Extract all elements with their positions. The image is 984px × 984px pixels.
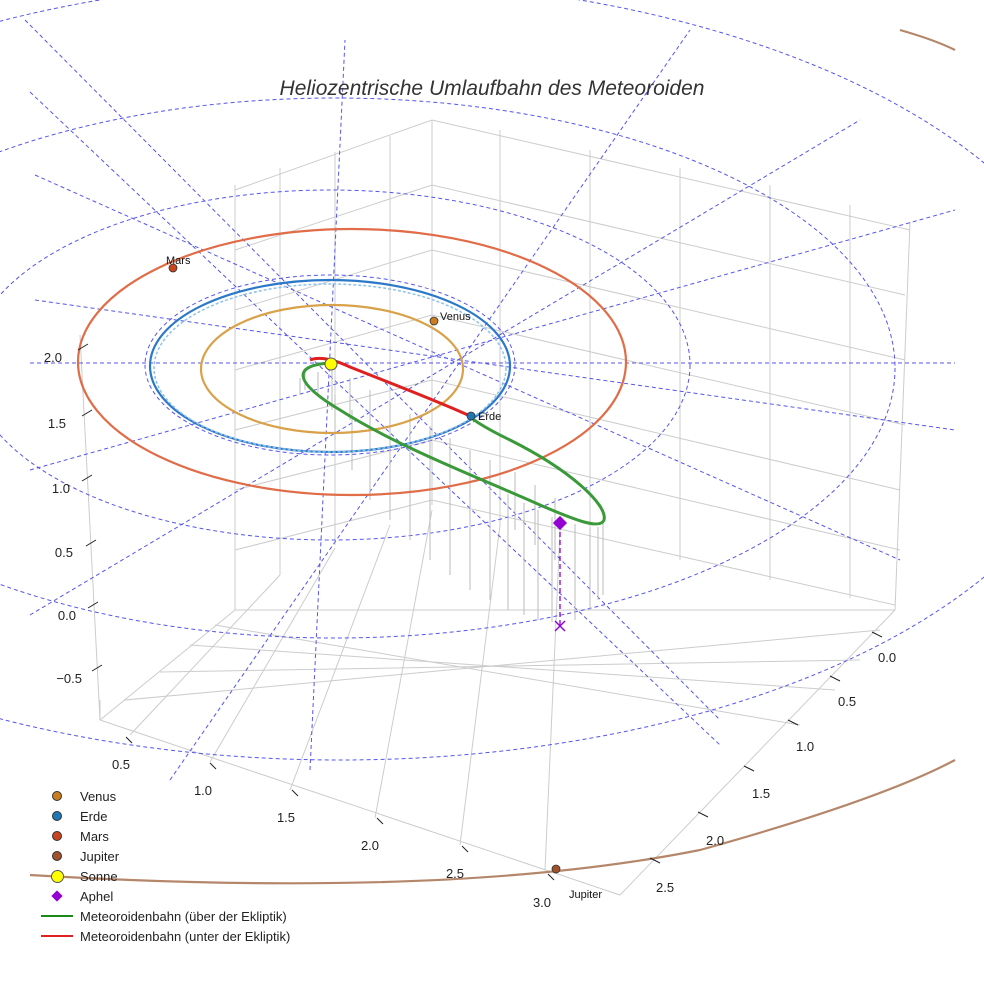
legend-symbol: [40, 926, 74, 946]
legend-item: Meteoroidenbahn (unter der Ekliptik): [40, 926, 290, 946]
y-tick-mark: [649, 857, 661, 864]
venus-orbit: [199, 303, 465, 435]
y-tick-mark: [829, 675, 841, 682]
aphel-marker: [552, 515, 568, 531]
meteoroid-orbit-above: [301, 361, 606, 526]
chart-title: Heliozentrische Umlaufbahn des Meteoroid…: [280, 77, 705, 100]
legend-diamond-icon: [51, 890, 63, 902]
legend-item: Mars: [40, 826, 290, 846]
mars-orbit: [76, 227, 628, 497]
legend-symbol: [40, 866, 74, 886]
meteoroid-orbit-below: [309, 356, 471, 418]
jupiter-orbit: [29, 759, 956, 885]
z-axis-ticks: 2.0 1.5 1.0 0.5 0.0 −0.5: [44, 343, 103, 686]
y-tick-mark: [871, 631, 883, 638]
legend-label: Erde: [80, 808, 108, 824]
legend-item: Sonne: [40, 866, 290, 886]
legend-label: Meteoroidenbahn (unter der Ekliptik): [80, 928, 291, 944]
legend-line-icon: [41, 935, 73, 937]
legend-label: Aphel: [80, 888, 114, 904]
legend-symbol: [40, 886, 74, 906]
x-tick-mark: [376, 817, 384, 825]
legend-symbol: [40, 806, 74, 826]
legend-dot-icon: [52, 791, 62, 801]
venus-label: Venus: [440, 311, 471, 323]
x-tick-label: 0.5: [112, 757, 130, 772]
legend-symbol: [40, 826, 74, 846]
z-tick-label: 1.5: [48, 416, 66, 431]
box-grid: [79, 119, 911, 896]
x-tick-label: 1.0: [194, 783, 212, 798]
y-tick-mark: [697, 811, 709, 818]
erde-label: Erde: [478, 411, 501, 423]
legend-item: Jupiter: [40, 846, 290, 866]
y-tick-label: 1.5: [752, 786, 770, 801]
x-tick-label: 2.5: [446, 866, 464, 881]
legend-item: Aphel: [40, 886, 290, 906]
legend-symbol: [40, 786, 74, 806]
erde-orbit-light: [153, 283, 507, 453]
legend-dot-icon: [52, 831, 62, 841]
y-tick-label: 2.0: [706, 833, 724, 848]
legend-line-icon: [41, 915, 73, 917]
legend-item: Venus: [40, 786, 290, 806]
z-tick-mark: [77, 343, 89, 351]
legend: Venus Erde Mars Jupiter Sonne Aphel Meteoroide…: [40, 786, 290, 946]
y-axis-ticks: 0.0 0.5 1.0 1.5 2.0 2.5: [649, 631, 896, 895]
legend-sun-icon: [50, 869, 64, 883]
legend-symbol: [40, 906, 74, 926]
z-tick-mark: [91, 664, 103, 672]
z-tick-mark: [85, 539, 97, 547]
ecliptic-reference-grid: [0, 0, 984, 781]
x-axis-ticks: 0.5 1.0 1.5 2.0 2.5 3.0: [112, 736, 555, 910]
mars-marker: [168, 263, 178, 273]
x-tick-mark: [461, 845, 469, 853]
erde-marker: [466, 411, 476, 421]
jupiter-orbit-top: [899, 28, 956, 51]
x-tick-mark: [209, 762, 217, 770]
legend-item: Meteoroidenbahn (über der Ekliptik): [40, 906, 290, 926]
z-tick-label: 0.5: [55, 545, 73, 560]
y-tick-mark: [743, 765, 755, 772]
z-tick-label: 1.0: [52, 481, 70, 496]
y-tick-label: 2.5: [656, 880, 674, 895]
y-tick-label: 1.0: [796, 739, 814, 754]
legend-label: Venus: [80, 788, 117, 804]
x-tick-label: 3.0: [533, 895, 551, 910]
y-tick-mark: [787, 719, 799, 726]
z-tick-label: −0.5: [56, 671, 82, 686]
x-tick-mark: [291, 789, 299, 797]
z-tick-label: 0.0: [58, 608, 76, 623]
x-tick-label: 1.5: [277, 810, 295, 825]
sun-marker: [324, 357, 338, 371]
mars-label: Mars: [166, 255, 191, 267]
y-tick-label: 0.0: [878, 650, 896, 665]
jupiter-label: Jupiter: [569, 889, 602, 901]
legend-dot-icon: [52, 811, 62, 821]
x-tick-label: 2.0: [361, 838, 379, 853]
jupiter-marker: [551, 864, 561, 874]
legend-dot-icon: [52, 851, 62, 861]
legend-label: Meteoroidenbahn (über der Ekliptik): [80, 908, 287, 924]
x-tick-mark: [125, 736, 133, 744]
z-tick-mark: [81, 474, 93, 482]
aphel-projection-marker: [554, 620, 566, 632]
legend-label: Jupiter: [80, 848, 120, 864]
y-tick-label: 0.5: [838, 694, 856, 709]
legend-item: Erde: [40, 806, 290, 826]
legend-label: Sonne: [80, 868, 118, 884]
legend-label: Mars: [80, 828, 109, 844]
z-tick-mark: [87, 601, 99, 609]
legend-symbol: [40, 846, 74, 866]
z-tick-label: 2.0: [44, 350, 62, 365]
x-tick-mark: [547, 873, 555, 881]
venus-marker: [429, 316, 439, 326]
z-tick-mark: [81, 409, 93, 417]
